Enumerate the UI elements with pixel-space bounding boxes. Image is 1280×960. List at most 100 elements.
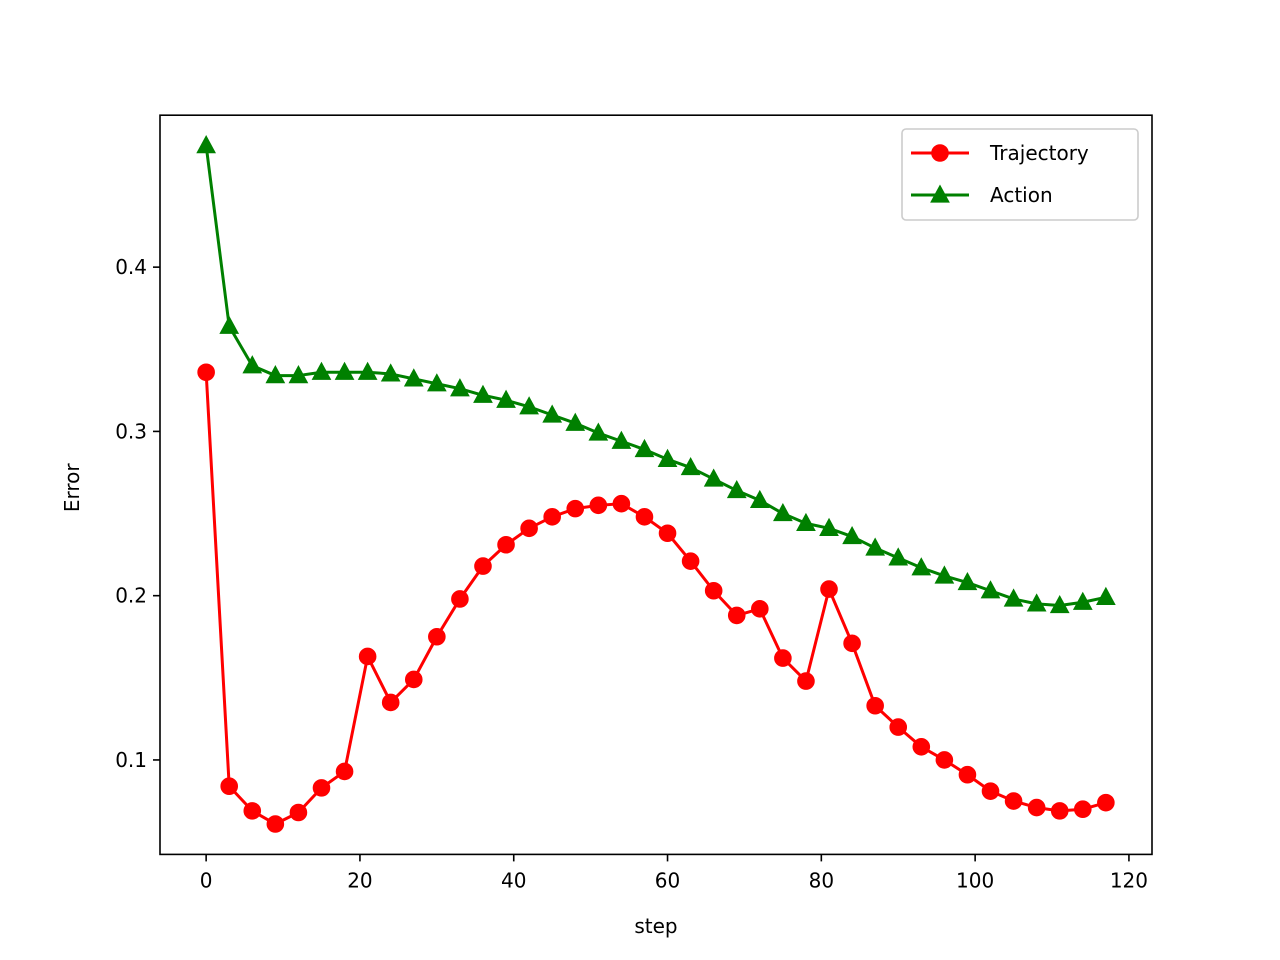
action-point: [980, 580, 1001, 599]
trajectory-point: [889, 718, 908, 736]
action-point: [634, 438, 655, 458]
legend-entries: Trajectory Action: [911, 141, 1089, 207]
trajectory-point: [381, 693, 400, 712]
trajectory-point: [543, 508, 561, 526]
y-tick-label: 0.4: [115, 255, 147, 279]
action-line: [204, 145, 1107, 608]
action-point: [726, 480, 747, 499]
trajectory-point: [1050, 802, 1069, 820]
trajectory-point: [797, 672, 815, 690]
x-tick-label: 20: [347, 868, 372, 892]
y-axis-title: Error: [60, 463, 84, 513]
legend-label: Trajectory: [989, 141, 1089, 165]
action-point: [357, 361, 378, 380]
plot-frame: [159, 114, 1153, 856]
action-point: [888, 547, 909, 566]
trajectory-point: [704, 581, 723, 600]
x-axis: 0 20 40 60 80 100 120: [200, 854, 1148, 892]
trajectory-point: [474, 557, 492, 575]
trajectory-point: [635, 508, 654, 526]
trajectory-point: [220, 777, 239, 796]
x-tick-label: 80: [809, 868, 834, 892]
trajectory-point: [566, 499, 585, 518]
trajectory-point: [404, 670, 423, 689]
action-point: [450, 378, 470, 397]
trajectory-point: [727, 606, 746, 625]
action-point: [957, 571, 978, 591]
y-tick-label: 0.1: [115, 748, 147, 772]
action-point: [865, 537, 886, 556]
action-point: [819, 517, 839, 536]
trajectory-point: [520, 519, 538, 538]
trajectory-point: [958, 765, 977, 784]
trajectory-point: [451, 590, 469, 608]
action-point: [911, 557, 932, 576]
trajectory-point: [335, 762, 354, 781]
action-point: [565, 412, 586, 431]
action-point: [542, 404, 563, 423]
action-point: [334, 361, 355, 380]
action-point: [680, 457, 701, 476]
trajectory-point: [866, 696, 884, 715]
y-tick-label: 0.3: [115, 419, 147, 443]
trajectory-point: [1004, 792, 1023, 810]
trajectory-line: [204, 372, 1107, 826]
legend-swatch-marker: [931, 144, 949, 162]
action-point: [588, 422, 609, 441]
action-point: [842, 525, 862, 545]
action-point: [1072, 591, 1093, 610]
series-action: [196, 135, 1116, 614]
action-point: [426, 373, 447, 392]
trajectory-point: [243, 802, 262, 820]
action-point: [611, 430, 632, 449]
action-point: [1003, 588, 1024, 607]
y-axis: 0.1 0.2 0.3 0.4: [115, 255, 160, 772]
action-point: [403, 368, 424, 387]
x-axis-title: step: [634, 914, 677, 938]
action-point: [1049, 594, 1070, 614]
trajectory-point: [843, 634, 861, 653]
trajectory-point: [774, 649, 792, 667]
trajectory-point: [312, 779, 331, 797]
trajectory-point: [358, 647, 377, 666]
trajectory-point: [428, 627, 446, 646]
legend-label: Action: [990, 183, 1053, 207]
trajectory-point: [1073, 800, 1092, 819]
action-point: [242, 355, 263, 374]
trajectory-point: [1027, 798, 1046, 817]
trajectory-point: [681, 552, 700, 570]
x-tick-label: 60: [655, 868, 680, 892]
action-point: [473, 384, 493, 403]
x-tick-label: 100: [956, 868, 994, 892]
action-point: [657, 448, 678, 467]
legend: Trajectory Action: [901, 128, 1139, 221]
trajectory-point: [820, 580, 838, 598]
action-point: [265, 365, 286, 384]
action-point: [773, 502, 793, 522]
trajectory-point: [658, 524, 677, 543]
action-point: [796, 512, 816, 532]
trajectory-point: [266, 815, 285, 833]
trajectory-point: [612, 494, 631, 513]
trajectory-point: [197, 363, 215, 382]
action-point: [288, 365, 309, 384]
x-tick-label: 120: [1110, 868, 1148, 892]
action-point: [703, 468, 724, 487]
x-tick-label: 40: [501, 868, 526, 892]
action-point: [196, 135, 217, 154]
x-tick-label: 0: [200, 868, 213, 892]
trajectory-point: [289, 803, 308, 822]
action-point: [219, 315, 240, 334]
legend-item-trajectory: Trajectory: [911, 141, 1089, 165]
series-trajectory: [197, 363, 1115, 833]
action-point: [1095, 586, 1116, 605]
trajectory-point: [935, 751, 954, 769]
trajectory-point: [751, 600, 769, 618]
legend-swatch-marker: [930, 184, 950, 203]
y-tick-label: 0.2: [115, 584, 147, 608]
action-point: [496, 389, 516, 408]
action-point: [311, 361, 332, 380]
trajectory-point: [497, 535, 515, 554]
action-point: [749, 489, 770, 509]
